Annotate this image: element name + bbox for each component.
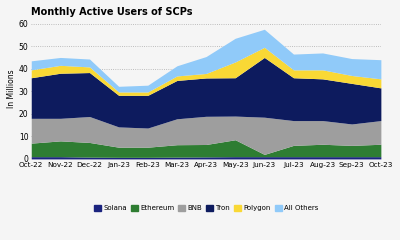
Text: Monthly Active Users of SCPs: Monthly Active Users of SCPs	[31, 7, 193, 17]
Legend: Solana, Ethereum, BNB, Tron, Polygon, All Others: Solana, Ethereum, BNB, Tron, Polygon, Al…	[91, 203, 321, 214]
Y-axis label: In Millions: In Millions	[7, 70, 16, 108]
